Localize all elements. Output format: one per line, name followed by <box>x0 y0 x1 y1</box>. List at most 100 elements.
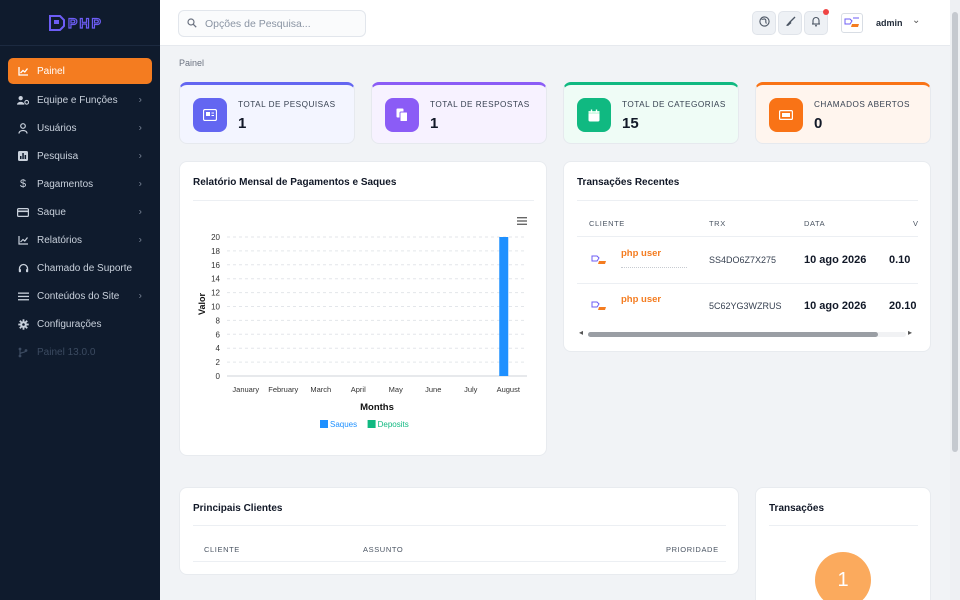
scroll-right-icon[interactable]: ▸ <box>908 328 913 337</box>
y-tick-label: 10 <box>211 303 220 312</box>
scroll-thumb[interactable] <box>588 332 878 337</box>
column-header[interactable]: DATA <box>804 219 826 228</box>
sidebar-item-version: Painel 13.0.0 <box>8 338 152 366</box>
sidebar-item-label: Pagamentos <box>37 178 94 190</box>
legend-swatch <box>367 420 376 428</box>
x-tick-label: April <box>351 385 366 394</box>
column-header[interactable]: TRX <box>709 219 726 228</box>
x-tick-label: March <box>310 385 331 394</box>
x-tick-label: January <box>232 385 259 394</box>
user-icon <box>17 122 29 134</box>
sidebar-item-label: Configurações <box>37 318 102 330</box>
user-name[interactable]: admin <box>876 18 903 28</box>
avatar <box>588 295 610 317</box>
chart-line-icon <box>17 234 29 246</box>
chevron-right-icon: › <box>138 206 142 218</box>
card-title: Principais Clientes <box>193 503 283 514</box>
trx-amount: 0.10 <box>889 254 911 266</box>
stat-label: CHAMADOS ABERTOS <box>814 100 910 109</box>
sidebar-item-conteudos[interactable]: Conteúdos do Site › <box>8 282 152 310</box>
avatar-logo-icon <box>844 17 859 27</box>
avatar <box>588 249 610 271</box>
stat-card-categorias[interactable]: TOTAL DE CATEGORIAS 15 <box>563 82 739 144</box>
divider <box>577 200 918 201</box>
breadcrumb: Painel <box>179 58 205 68</box>
bell-icon <box>811 14 821 32</box>
stat-card-respostas[interactable]: TOTAL DE RESPOSTAS 1 <box>371 82 547 144</box>
search-box[interactable] <box>178 10 366 37</box>
globe-icon <box>758 14 770 32</box>
sidebar-item-chamado[interactable]: Chamado de Suporte <box>8 254 152 282</box>
sidebar-item-label: Painel <box>37 65 65 77</box>
chevron-right-icon: › <box>138 150 142 162</box>
clear-cache-button[interactable] <box>778 11 802 35</box>
y-tick-label: 8 <box>216 316 221 325</box>
divider <box>577 283 918 284</box>
scrollbar-thumb[interactable] <box>952 12 958 452</box>
y-tick-label: 2 <box>216 358 221 367</box>
sidebar-item-label: Saque <box>37 206 66 218</box>
avatar[interactable] <box>841 13 863 33</box>
chart-line-icon <box>17 65 29 77</box>
sidebar-item-label: Equipe e Funções <box>37 94 118 106</box>
stat-label: TOTAL DE RESPOSTAS <box>430 100 530 109</box>
column-header[interactable]: V <box>913 219 919 228</box>
chevron-right-icon: › <box>138 290 142 302</box>
stat-card-chamados[interactable]: CHAMADOS ABERTOS 0 <box>755 82 931 144</box>
brand-logo[interactable]: PHP <box>0 0 160 46</box>
table-horizontal-scrollbar[interactable]: ◂ ▸ <box>578 328 916 338</box>
chevron-right-icon: › <box>138 94 142 106</box>
search-input[interactable] <box>205 17 355 30</box>
legend-label: Saques <box>330 420 357 429</box>
page-scrollbar[interactable] <box>950 0 960 600</box>
chevron-right-icon: › <box>138 234 142 246</box>
notifications-button[interactable] <box>804 9 829 35</box>
trx-date: 10 ago 2026 <box>804 254 867 266</box>
language-button[interactable] <box>752 11 776 35</box>
sidebar-item-saque[interactable]: Saque › <box>8 198 152 226</box>
y-tick-label: 4 <box>216 344 221 353</box>
chart-menu-icon[interactable] <box>517 217 527 225</box>
stat-card-pesquisas[interactable]: TOTAL DE PESQUISAS 1 <box>179 82 355 144</box>
x-tick-label: July <box>464 385 478 394</box>
sidebar-item-equipe[interactable]: Equipe e Funções › <box>8 86 152 114</box>
topbar: admin ⌄ <box>160 0 950 46</box>
sidebar-item-label: Conteúdos do Site <box>37 290 120 302</box>
client-name[interactable]: php user <box>621 294 662 305</box>
column-header[interactable]: PRIORIDADE <box>666 545 719 554</box>
sidebar-item-pagamentos[interactable]: $ Pagamentos › <box>8 170 152 198</box>
trx-code: 5C62YG3WZRUS <box>709 301 782 311</box>
sidebar: PHP Painel Equipe e Funções › Usuários ›… <box>0 0 160 600</box>
calendar-icon <box>577 98 611 132</box>
sidebar-item-label: Usuários <box>37 122 77 134</box>
stat-value: 0 <box>814 115 823 132</box>
sidebar-item-usuarios[interactable]: Usuários › <box>8 114 152 142</box>
column-header[interactable]: CLIENTE <box>589 219 625 228</box>
sidebar-item-relatorios[interactable]: Relatórios › <box>8 226 152 254</box>
column-header[interactable]: ASSUNTO <box>363 545 404 554</box>
transactions-count-badge: 1 <box>815 552 871 600</box>
scroll-left-icon[interactable]: ◂ <box>579 328 584 337</box>
sidebar-item-configuracoes[interactable]: Configurações <box>8 310 152 338</box>
broom-icon <box>785 14 796 32</box>
users-cog-icon <box>17 94 29 106</box>
column-header[interactable]: CLIENTE <box>204 545 240 554</box>
chevron-down-icon[interactable]: ⌄ <box>912 15 921 26</box>
branch-icon <box>17 346 29 358</box>
list-icon <box>17 290 29 302</box>
sidebar-item-pesquisa[interactable]: Pesquisa › <box>8 142 152 170</box>
client-name[interactable]: php user <box>621 248 662 259</box>
trx-amount: 20.10 <box>889 300 917 312</box>
divider <box>193 200 534 201</box>
y-tick-label: 18 <box>211 247 220 256</box>
sidebar-item-painel[interactable]: Painel <box>8 58 152 84</box>
card-title: Transações <box>769 503 825 514</box>
x-axis-label: Months <box>360 402 394 413</box>
x-tick-label: May <box>389 385 403 394</box>
php-logo-icon: PHP <box>49 14 101 31</box>
divider <box>577 236 918 237</box>
y-tick-label: 6 <box>216 330 221 339</box>
divider <box>193 561 726 562</box>
y-axis-label: Valor <box>197 292 207 315</box>
stat-value: 15 <box>622 115 639 132</box>
